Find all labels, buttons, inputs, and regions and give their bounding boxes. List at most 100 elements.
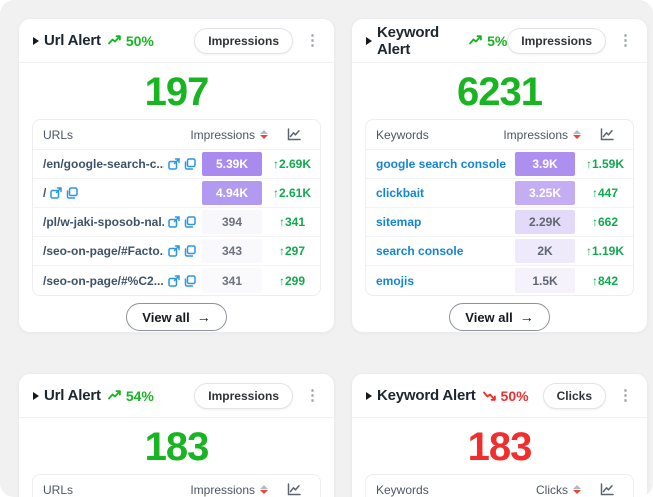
trend-value: 54% — [125, 387, 154, 404]
table-row: sitemap 2.29K ↑662 — [366, 208, 633, 237]
expand-caret-icon[interactable] — [33, 36, 39, 45]
metric-selector-button[interactable]: Impressions — [507, 27, 606, 54]
url-text: /seo-on-page/#%C2... — [43, 273, 164, 288]
url-link[interactable]: /en/google-search-c... — [33, 150, 200, 178]
metric-cell: 5.39K — [200, 150, 264, 178]
table-header: Keywords Impressions — [366, 120, 633, 150]
trend-badge: 50% — [107, 32, 154, 49]
kebab-menu-icon[interactable]: ⋮ — [305, 387, 320, 404]
keyword-link[interactable]: emojis — [366, 266, 513, 295]
copy-icon[interactable] — [184, 216, 196, 228]
external-link-icon[interactable] — [168, 216, 180, 228]
external-link-icon[interactable] — [168, 245, 180, 257]
table-row: google search console 3.9K ↑1.59K — [366, 150, 633, 179]
alert-total: 197 — [144, 70, 210, 114]
sort-icon[interactable] — [260, 130, 268, 139]
metric-cell: 343 — [200, 237, 264, 265]
results-table: URLs Impressions /en/google-search-c... … — [32, 119, 321, 296]
delta-value: ↑1.19K — [585, 244, 625, 258]
keyword-link[interactable]: clickbait — [366, 179, 513, 207]
table-row: search console 2K ↑1.19K — [366, 237, 633, 266]
results-table: Keywords Clicks — [365, 474, 634, 497]
chart-toggle-icon[interactable] — [268, 128, 320, 141]
url-link[interactable]: /seo-on-page/#Facto... — [33, 237, 200, 265]
copy-icon[interactable] — [184, 245, 196, 257]
trend-value: 50% — [500, 387, 529, 404]
keyword-text: emojis — [376, 273, 415, 288]
external-link-icon[interactable] — [167, 274, 180, 287]
metric-cell: 3.25K — [513, 179, 577, 207]
sort-icon[interactable] — [573, 485, 581, 494]
trend-value: 50% — [125, 32, 154, 49]
arrow-right-icon: → — [196, 309, 211, 325]
metric-column-header: Clicks — [536, 483, 581, 497]
metric-cell: 2.29K — [513, 208, 577, 236]
results-table: Keywords Impressions google search conso… — [365, 119, 634, 296]
card-header: Keyword Alert 50% Clicks ⋮ — [352, 374, 647, 418]
table-row: clickbait 3.25K ↑447 — [366, 179, 633, 208]
trend-badge: 5% — [469, 33, 507, 49]
table-row: /pl/w-jaki-sposob-nal... 394 ↑341 — [33, 208, 320, 237]
metric-selector-button[interactable]: Impressions — [194, 382, 293, 409]
url-text: /seo-on-page/#Facto... — [43, 244, 164, 258]
keyword-link[interactable]: google search console — [366, 150, 513, 178]
table-row: /seo-on-page/#%C2... 341 ↑299 — [33, 266, 320, 295]
delta-value: ↑662 — [591, 215, 619, 229]
copy-icon[interactable] — [184, 158, 196, 170]
alert-total: 6231 — [457, 70, 543, 114]
view-all-button[interactable]: View all → — [449, 303, 550, 331]
alert-total: 183 — [467, 425, 533, 469]
external-link-icon[interactable] — [50, 187, 63, 199]
card-header: Url Alert 50% Impressions ⋮ — [19, 19, 334, 63]
url-text: / — [43, 186, 47, 200]
delta-value: ↑842 — [591, 273, 619, 288]
alert-total: 183 — [144, 425, 210, 469]
label-column-header: URLs — [43, 127, 74, 142]
metric-cell: 2K — [513, 237, 577, 265]
card-header: Keyword Alert 5% Impressions ⋮ — [352, 19, 647, 63]
url-link[interactable]: /pl/w-jaki-sposob-nal... — [33, 208, 200, 236]
card-title: Url Alert — [44, 32, 101, 49]
table-header: Keywords Clicks — [366, 475, 633, 497]
metric-cell: 394 — [200, 208, 264, 236]
url-link[interactable]: / — [33, 179, 200, 207]
url-alert-card-2: Url Alert 54% Impressions ⋮ 183 URLs Imp… — [18, 373, 335, 497]
metric-column-header: Impressions — [190, 483, 268, 497]
delta-value: ↑297 — [278, 244, 306, 258]
keyword-link[interactable]: sitemap — [366, 208, 513, 236]
external-link-icon[interactable] — [168, 158, 180, 170]
trend-down-icon — [482, 390, 498, 401]
metric-column-header: Impressions — [190, 128, 268, 142]
expand-caret-icon[interactable] — [366, 36, 372, 45]
sort-icon[interactable] — [260, 485, 268, 494]
keyword-text: google search console — [376, 157, 507, 171]
delta-value: ↑1.59K — [585, 157, 625, 171]
copy-icon[interactable] — [66, 187, 79, 199]
kebab-menu-icon[interactable]: ⋮ — [305, 32, 320, 49]
chart-toggle-icon[interactable] — [581, 483, 633, 496]
table-header: URLs Impressions — [33, 120, 320, 150]
kebab-menu-icon[interactable]: ⋮ — [618, 32, 633, 49]
keyword-text: clickbait — [376, 186, 425, 200]
kebab-menu-icon[interactable]: ⋮ — [618, 387, 633, 404]
metric-column-header: Impressions — [503, 128, 581, 142]
expand-caret-icon[interactable] — [33, 391, 39, 400]
keyword-alert-card-2: Keyword Alert 50% Clicks ⋮ 183 Keywords … — [351, 373, 648, 497]
expand-caret-icon[interactable] — [366, 391, 372, 400]
delta-value: ↑299 — [278, 273, 306, 288]
label-column-header: URLs — [43, 482, 74, 497]
metric-cell: 4.94K — [200, 179, 264, 207]
view-all-button[interactable]: View all → — [126, 303, 227, 331]
keyword-alert-card-1: Keyword Alert 5% Impressions ⋮ 6231 Keyw… — [351, 18, 648, 333]
keyword-link[interactable]: search console — [366, 237, 513, 265]
keyword-text: search console — [376, 244, 464, 258]
chart-toggle-icon[interactable] — [268, 483, 320, 496]
trend-value: 5% — [487, 32, 508, 49]
metric-selector-button[interactable]: Impressions — [194, 27, 293, 54]
sort-icon[interactable] — [573, 130, 581, 139]
url-link[interactable]: /seo-on-page/#%C2... — [33, 266, 200, 295]
copy-icon[interactable] — [184, 274, 196, 287]
metric-selector-button[interactable]: Clicks — [542, 382, 606, 409]
chart-toggle-icon[interactable] — [581, 128, 633, 141]
